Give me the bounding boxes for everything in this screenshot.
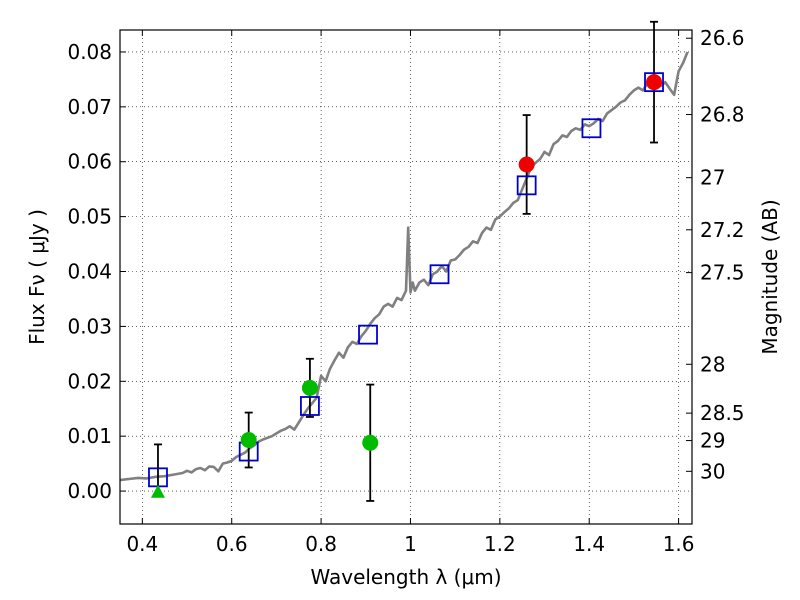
- y-tick-label: 0.00: [67, 479, 112, 503]
- observed-nir-point: [518, 156, 535, 173]
- axis-ticks: 0.4 0.6 0.8 1 1.2 1.4 1.6 0.00 0.01 0.02 0.03 0.04 0…: [67, 26, 744, 556]
- x-tick-label: 1.6: [663, 532, 695, 556]
- y-axis-label: Flux Fν ( μJy ): [25, 209, 49, 345]
- y2-tick-label: 26.8: [700, 103, 745, 127]
- y-tick-label: 0.06: [67, 150, 112, 174]
- y2-tick-label: 29: [700, 429, 725, 453]
- x-axis-label: Wavelength λ (μm): [310, 565, 501, 589]
- y-tick-label: 0.05: [67, 205, 112, 229]
- model-photometry-square: [300, 396, 320, 416]
- y2-tick-label: 27.5: [700, 261, 745, 285]
- y-tick-label: 0.01: [67, 424, 112, 448]
- x-tick-label: 1: [404, 532, 417, 556]
- x-tick-label: 1.2: [484, 532, 516, 556]
- x-tick-label: 0.8: [305, 532, 337, 556]
- y2-tick-label: 28: [700, 352, 725, 376]
- y2-tick-label: 27: [700, 166, 725, 190]
- x-tick-label: 0.4: [126, 532, 158, 556]
- y-tick-label: 0.03: [67, 314, 112, 338]
- grid-lines: [120, 30, 692, 524]
- model-photometry-square: [644, 72, 664, 93]
- model-photometry-square: [516, 175, 537, 196]
- model-photometry-square: [581, 118, 602, 139]
- y2-tick-label: 26.6: [700, 26, 745, 50]
- observed-optical-point: [240, 432, 257, 449]
- y2-tick-label: 28.5: [700, 401, 745, 425]
- y-tick-label: 0.08: [67, 40, 112, 64]
- x-tick-label: 1.4: [573, 532, 605, 556]
- data-marks: [119, 20, 689, 502]
- x-tick-label: 0.6: [216, 532, 248, 556]
- y2-tick-label: 27.2: [700, 218, 745, 242]
- model-spectrum-line: [119, 51, 689, 482]
- model-photometry-square: [429, 264, 450, 285]
- observed-optical-point: [362, 434, 379, 451]
- observed-optical-point: [301, 379, 318, 396]
- plot-frame: [119, 29, 693, 525]
- y-tick-label: 0.04: [67, 260, 112, 284]
- y2-axis-label: Magnitude (AB): [758, 199, 782, 354]
- y-tick-label: 0.07: [67, 95, 112, 119]
- observed-nir-point: [646, 74, 663, 91]
- y-tick-label: 0.02: [67, 369, 112, 393]
- model-photometry-square: [358, 324, 378, 345]
- y2-tick-label: 30: [700, 459, 725, 483]
- upper-limit-triangle: [150, 484, 165, 498]
